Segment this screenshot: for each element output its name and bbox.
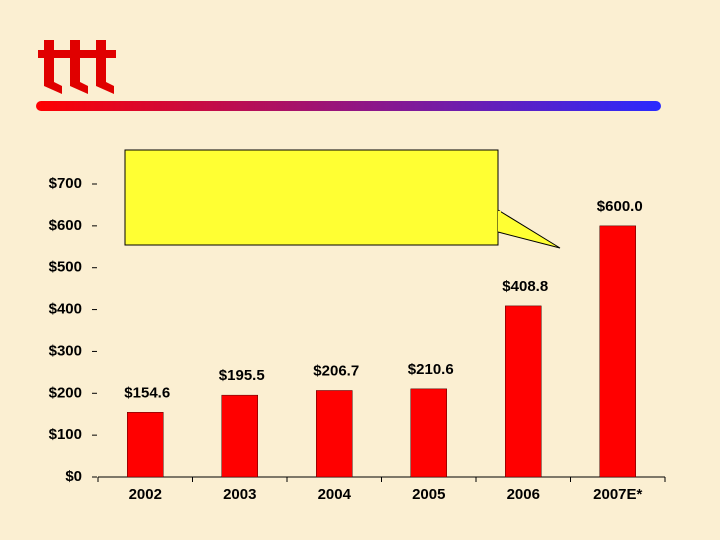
y-tick-label: $0 — [65, 468, 82, 485]
value-label: $600.0 — [597, 198, 643, 215]
bar — [221, 394, 258, 478]
logo — [38, 40, 116, 94]
bar — [316, 390, 353, 478]
y-tick-label: $400 — [49, 301, 82, 318]
x-tick-label: 2002 — [129, 486, 162, 503]
bar — [505, 305, 542, 478]
value-label: $154.6 — [124, 384, 170, 401]
value-label: $195.5 — [219, 367, 265, 384]
x-tick-label: 2005 — [412, 486, 445, 503]
x-tick-label: 2004 — [318, 486, 352, 503]
header-rule — [36, 101, 661, 111]
y-tick-label: $600 — [49, 217, 82, 234]
x-tick-label: 2003 — [223, 486, 256, 503]
x-tick-label: 2006 — [507, 486, 540, 503]
value-label: $210.6 — [408, 361, 454, 378]
x-tick-label: 2007E* — [593, 486, 642, 503]
value-label: $408.8 — [502, 278, 548, 295]
bar — [599, 225, 636, 478]
y-tick-label: $200 — [49, 384, 82, 401]
callout-pointer — [497, 209, 561, 249]
bar — [410, 388, 447, 478]
value-label: $206.7 — [313, 362, 359, 379]
callout-joint — [499, 211, 501, 231]
y-tick-label: $700 — [49, 175, 82, 192]
y-tick-label: $300 — [49, 342, 82, 359]
y-tick-label: $500 — [49, 259, 82, 276]
y-tick-label: $100 — [49, 426, 82, 443]
callout-box — [124, 149, 499, 246]
bar — [127, 412, 164, 478]
